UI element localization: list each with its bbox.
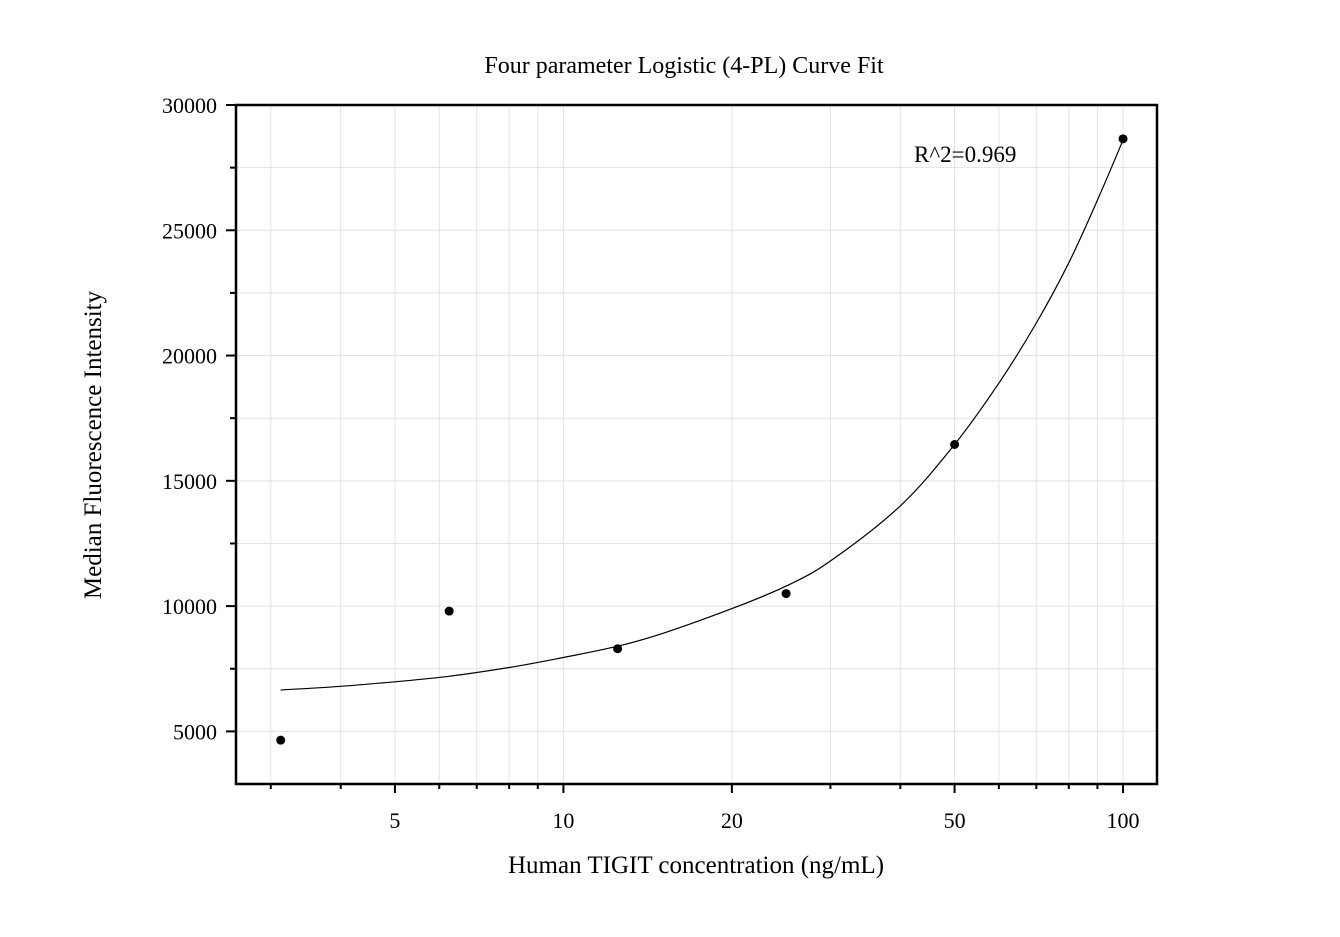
y-tick-label: 10000: [162, 594, 217, 619]
data-point: [1118, 134, 1128, 144]
data-point: [276, 735, 286, 745]
x-axis-label: Human TIGIT concentration (ng/mL): [508, 852, 884, 879]
y-tick-label: 15000: [162, 469, 217, 494]
y-axis-label: Median Fluorescence Intensity: [80, 290, 107, 599]
y-tick-label: 25000: [162, 218, 217, 243]
x-tick-label: 20: [721, 808, 743, 833]
x-tick-label: 5: [389, 808, 400, 833]
plot-frame: [234, 103, 1159, 786]
data-point: [950, 440, 960, 449]
data-point: [444, 606, 454, 616]
y-tick-labels: 5000 10000 15000 20000 25000 30000: [162, 93, 217, 744]
x-tick-label: 10: [552, 808, 574, 833]
x-tick-labels: 5 10 20 50 100: [389, 808, 1139, 833]
grid: [236, 104, 1157, 784]
y-tick-label: 5000: [173, 719, 217, 744]
chart-title: Four parameter Logistic (4-PL) Curve Fit: [484, 53, 884, 79]
r-squared-annotation: R^2=0.969: [914, 142, 1016, 167]
y-tick-label: 20000: [162, 344, 217, 369]
fit-curve: [280, 139, 1124, 691]
y-tick-label: 30000: [162, 93, 217, 118]
data-point: [613, 644, 623, 654]
x-tick-label: 100: [1107, 808, 1140, 833]
x-tick-label: 50: [944, 808, 966, 833]
data-point: [781, 589, 791, 599]
data-points: [276, 134, 1128, 745]
axis-ticks: [226, 104, 1125, 793]
